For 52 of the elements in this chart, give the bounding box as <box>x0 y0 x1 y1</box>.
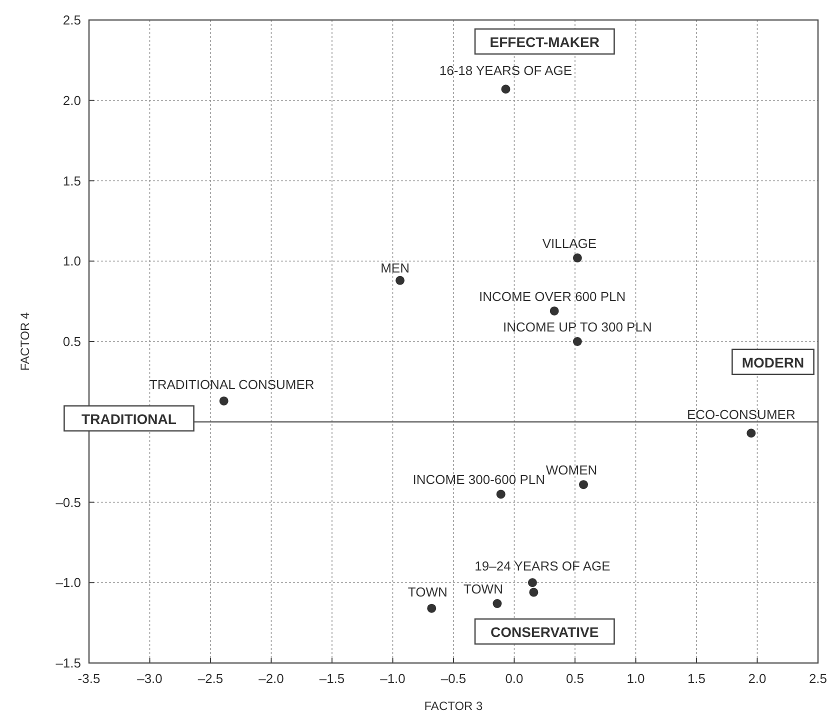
data-label: ECO-CONSUMER <box>687 407 796 422</box>
annotation: MODERN <box>742 354 804 370</box>
x-tick-label: -3.5 <box>78 671 100 686</box>
y-tick-label: 0.5 <box>62 334 81 349</box>
point <box>492 599 502 608</box>
data-label: TOWN <box>408 584 448 600</box>
point <box>427 604 436 613</box>
annotation: EFFECT-MAKER <box>490 34 600 50</box>
point <box>550 306 559 316</box>
point <box>219 396 228 406</box>
data-label: 19–24 YEARS OF AGE <box>474 558 611 574</box>
x-tick-label: 0.5 <box>566 671 584 686</box>
point <box>572 337 582 346</box>
point <box>396 276 405 285</box>
data-label: TRADITIONAL CONSUMER <box>149 376 314 392</box>
data-label: INCOME UP TO 300 PLN <box>503 320 652 334</box>
y-axis-title: FACTOR 4 <box>18 312 32 371</box>
data-label: TOWN <box>464 582 503 597</box>
x-tick-label: –2.5 <box>198 671 224 686</box>
y-tick-label: –1.5 <box>56 656 81 670</box>
point <box>579 480 588 490</box>
x-tick-label: –3.0 <box>137 671 162 686</box>
x-tick-label: –1.0 <box>380 671 406 686</box>
data-label: INCOME 300-600 PLN <box>412 472 545 488</box>
y-tick-label: –0.5 <box>56 494 81 510</box>
point <box>501 84 510 94</box>
x-axis-title: FACTOR 3 <box>424 699 484 713</box>
point <box>572 253 582 262</box>
point <box>496 490 506 499</box>
x-tick-label: 2.5 <box>808 671 828 686</box>
data-label: WOMEN <box>546 462 598 478</box>
y-tick-label: 2.5 <box>62 12 81 28</box>
y-tick-label: 2.0 <box>62 92 81 108</box>
x-tick-label: 2.0 <box>748 671 766 686</box>
x-tick-label: 1.0 <box>626 671 645 686</box>
x-tick-label: –2.0 <box>258 671 284 686</box>
point <box>528 578 537 588</box>
data-label: 16-18 YEARS OF AGE <box>439 63 572 78</box>
data-label: MEN <box>380 260 410 276</box>
y-tick-label: –1.0 <box>56 575 81 590</box>
annotation: TRADITIONAL <box>82 410 177 427</box>
data-label: INCOME OVER 600 PLN <box>479 288 626 304</box>
point <box>746 428 756 438</box>
y-tick-label: 1.0 <box>62 254 81 269</box>
y-tick-label: 1.5 <box>62 173 81 188</box>
x-tick-label: 1.5 <box>687 671 706 686</box>
point <box>529 588 538 597</box>
x-tick-label: –0.5 <box>440 671 466 686</box>
data-label: VILLAGE <box>542 236 597 251</box>
x-tick-label: 0.0 <box>505 671 524 686</box>
x-tick-label: –1.5 <box>319 671 345 686</box>
annotation: CONSERVATIVE <box>490 624 599 640</box>
